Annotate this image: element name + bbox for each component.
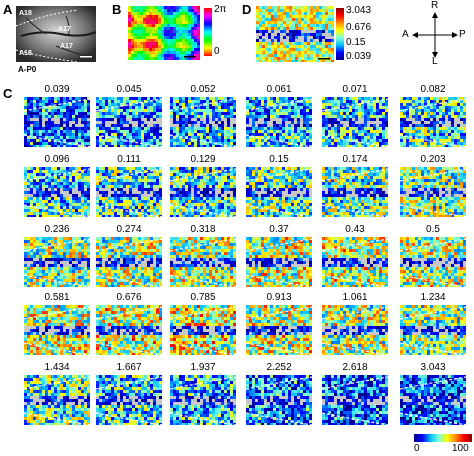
frequency-response-map: [170, 167, 236, 217]
frequency-label: 1.667: [116, 362, 142, 373]
frequency-label: 1.234: [420, 292, 446, 303]
panel-d-letter: D: [242, 2, 252, 17]
panel-d-preference-map: [256, 6, 334, 62]
frequency-label: 0.096: [44, 154, 70, 165]
panel-a-bottom-label: A-P0: [18, 65, 37, 74]
frequency-response-map: [24, 167, 90, 217]
frequency-label: 0.061: [266, 84, 292, 95]
frequency-label: 0.129: [190, 154, 216, 165]
frequency-label: 1.061: [342, 292, 368, 303]
panel-b-tick-bottom: 0: [214, 46, 220, 57]
frequency-response-map: [400, 375, 466, 425]
frequency-label: 0.43: [345, 224, 365, 235]
frequency-label: 1.434: [44, 362, 70, 373]
panel-c-colorbar: [414, 434, 472, 442]
frequency-label: 0.15: [269, 154, 289, 165]
panel-b-colorbar: [204, 8, 212, 56]
frequency-response-map: [322, 167, 388, 217]
frequency-response-map: [24, 97, 90, 147]
frequency-response-map: [246, 97, 312, 147]
preference-map-svg: [256, 6, 334, 62]
frequency-response-map: [246, 305, 312, 355]
area-label-a18-bottom: A18: [19, 50, 32, 57]
frequency-response-map: [322, 305, 388, 355]
frequency-label: 2.252: [266, 362, 292, 373]
area-label-a17-bottom: A17: [60, 43, 73, 50]
frequency-label: 0.785: [190, 292, 216, 303]
frequency-label: 0.318: [190, 224, 216, 235]
compass-down-label: L: [432, 56, 438, 67]
frequency-label: 0.274: [116, 224, 142, 235]
frequency-response-map: [96, 237, 162, 287]
panel-d-tick-0: 3.043: [346, 5, 372, 16]
frequency-response-map: [400, 97, 466, 147]
area-label-a18-top: A18: [19, 10, 32, 17]
panel-c-tick-max: 100: [452, 443, 469, 454]
frequency-response-map: [96, 97, 162, 147]
frequency-response-map: [400, 167, 466, 217]
compass-arrows-icon: [412, 12, 458, 58]
frequency-response-map: [24, 237, 90, 287]
frequency-response-map: [170, 237, 236, 287]
frequency-response-map: [96, 305, 162, 355]
frequency-response-map: [24, 375, 90, 425]
frequency-response-map: [246, 237, 312, 287]
frequency-response-map: [322, 375, 388, 425]
panel-b-letter: B: [112, 2, 122, 17]
frequency-label: 0.5: [426, 224, 440, 235]
frequency-response-map: [322, 97, 388, 147]
frequency-label: 1.937: [190, 362, 216, 373]
frequency-response-map: [322, 237, 388, 287]
frequency-label: 2.618: [342, 362, 368, 373]
frequency-label: 0.174: [342, 154, 368, 165]
frequency-response-map: [96, 167, 162, 217]
frequency-response-map: [170, 97, 236, 147]
frequency-response-map: [170, 375, 236, 425]
cortex-vessel-image: [16, 6, 96, 62]
panel-b-phase-map: [128, 6, 200, 60]
frequency-label: 0.082: [420, 84, 446, 95]
area-label-a17-top: A17: [58, 26, 71, 33]
frequency-response-map: [96, 375, 162, 425]
panel-c-letter: C: [3, 86, 13, 101]
frequency-label: 0.039: [44, 84, 70, 95]
frequency-response-map: [246, 375, 312, 425]
frequency-response-map: [400, 237, 466, 287]
frequency-label: 0.203: [420, 154, 446, 165]
frequency-response-map: [170, 305, 236, 355]
frequency-label: 0.913: [266, 292, 292, 303]
compass-up-label: R: [431, 0, 439, 11]
panel-c-tick-min: 0: [414, 443, 420, 454]
compass-right-label: P: [459, 29, 466, 40]
panel-b-tick-top: 2π: [214, 4, 227, 15]
panel-d-colorbar: [336, 8, 344, 60]
panel-a-letter: A: [3, 2, 13, 17]
panel-d-tick-2: 0.15: [346, 37, 366, 48]
frequency-label: 0.236: [44, 224, 70, 235]
frequency-label: 0.071: [342, 84, 368, 95]
frequency-response-map: [24, 305, 90, 355]
frequency-response-map: [400, 305, 466, 355]
panel-a-image: A18 A17 A17 A18: [16, 6, 96, 62]
frequency-label: 0.676: [116, 292, 142, 303]
compass: R L A P: [402, 0, 468, 67]
panel-d-tick-3: 0.039: [346, 51, 372, 62]
frequency-response-map: [246, 167, 312, 217]
frequency-label: 0.37: [269, 224, 289, 235]
phase-map-svg: [128, 6, 200, 60]
compass-left-label: A: [402, 29, 409, 40]
frequency-label: 3.043: [420, 362, 446, 373]
panel-d-tick-1: 0.676: [346, 22, 372, 33]
frequency-label: 0.052: [190, 84, 216, 95]
frequency-label: 0.111: [117, 154, 141, 165]
frequency-label: 0.045: [116, 84, 142, 95]
frequency-label: 0.581: [44, 292, 70, 303]
